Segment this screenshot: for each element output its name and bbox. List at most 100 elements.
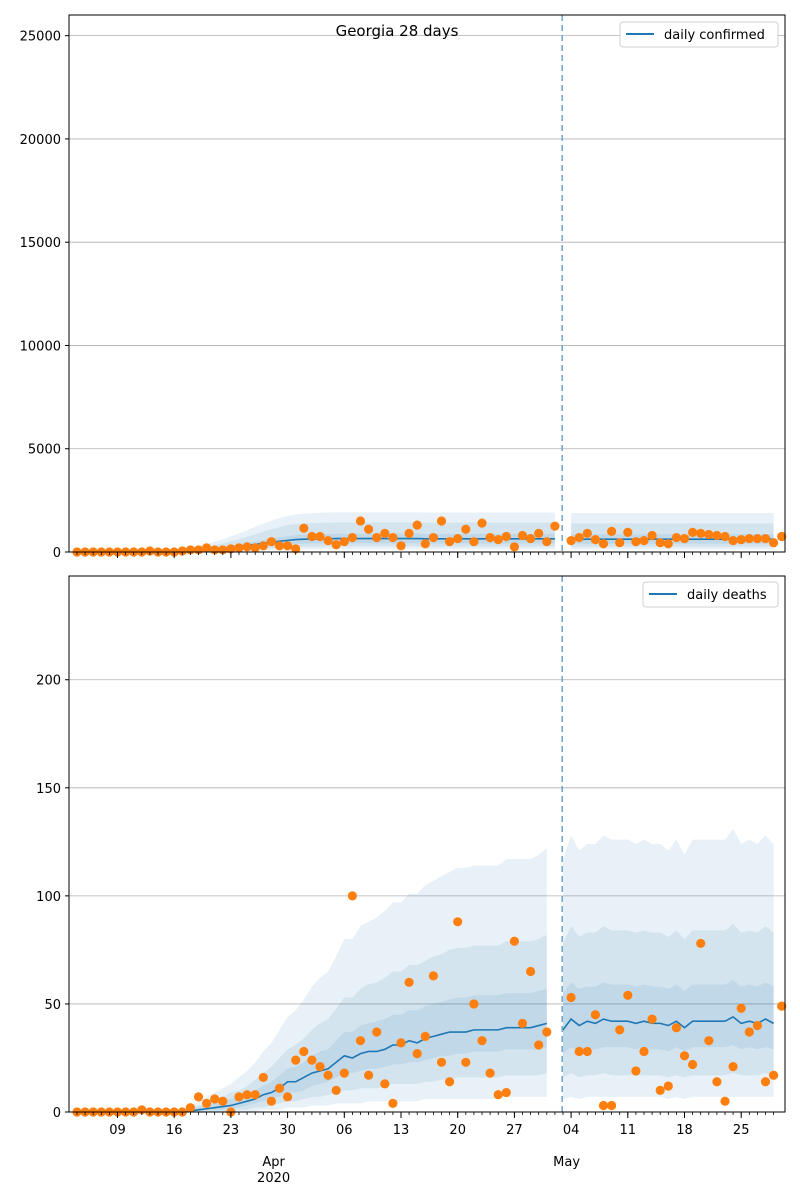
observed-point [234, 543, 244, 553]
observed-point [777, 1001, 787, 1011]
observed-point [307, 531, 317, 542]
observed-point [355, 516, 366, 526]
deaths-panel: 0 50 100 150 200 09 16 23 30 06 13 20 27 04 11 18 25 Ap… [36, 575, 787, 1186]
observed-point [509, 936, 519, 946]
x-tick-label: 16 [166, 1123, 183, 1138]
observed-point [655, 1085, 665, 1095]
observed-point [453, 917, 463, 927]
observed-point [331, 540, 341, 550]
observed-point [355, 1036, 366, 1046]
observed-point [566, 536, 576, 546]
observed-point [647, 530, 657, 541]
observed-point [517, 1018, 528, 1028]
observed-point [712, 1077, 722, 1087]
observed-point [266, 1096, 276, 1106]
observed-point [485, 532, 495, 543]
observed-point [193, 1092, 204, 1102]
observed-point [736, 535, 746, 545]
observed-point [728, 1062, 738, 1072]
observed-point [396, 1038, 406, 1048]
confirmed-axes-frame [68, 14, 786, 553]
y-tick-label: 5000 [28, 443, 61, 458]
deaths-axes-frame [68, 575, 786, 1113]
month-label: May [553, 1155, 580, 1170]
legend-label-confirmed: daily confirmed [664, 28, 765, 43]
observed-point [663, 539, 673, 549]
observed-point [704, 1036, 714, 1046]
observed-point [218, 1096, 228, 1106]
observed-point [526, 966, 536, 977]
x-tick-label: 13 [393, 1123, 410, 1138]
observed-point [752, 533, 763, 544]
observed-point [534, 1040, 544, 1050]
observed-point [526, 533, 536, 544]
observed-point [145, 546, 155, 556]
observed-point [655, 538, 665, 548]
observed-point [299, 523, 309, 533]
observed-point [615, 1025, 625, 1035]
observed-point [769, 1070, 779, 1080]
observed-point [428, 971, 438, 981]
observed-point [242, 542, 252, 552]
observed-point [274, 1083, 285, 1093]
x-tick-label: 04 [563, 1123, 580, 1138]
y-tick-label: 25000 [20, 30, 61, 45]
observed-point [631, 1066, 641, 1076]
observed-point [428, 532, 438, 543]
observed-point [671, 1023, 682, 1033]
observed-point [388, 532, 398, 543]
y-tick-label: 200 [36, 674, 61, 689]
observed-point [445, 537, 455, 547]
observed-point [436, 1057, 447, 1067]
observed-point [485, 1068, 495, 1078]
x-tick-label: 27 [506, 1123, 523, 1138]
observed-point [720, 531, 730, 542]
band50-area [77, 988, 547, 1112]
observed-point [315, 531, 325, 542]
year-label: 2020 [257, 1171, 290, 1186]
observed-point [760, 533, 771, 544]
observed-point [607, 1100, 617, 1111]
observed-point [250, 543, 260, 553]
observed-point [671, 532, 682, 543]
band95-area [77, 512, 555, 552]
x-tick-label: 20 [449, 1123, 466, 1138]
observed-point [720, 1096, 730, 1106]
confirmed-legend: daily confirmed [619, 21, 779, 48]
observed-point [347, 532, 357, 543]
observed-point [744, 533, 754, 544]
observed-point [372, 532, 382, 543]
observed-point [283, 1092, 293, 1102]
observed-point [517, 530, 528, 541]
observed-point [291, 1055, 301, 1065]
month-label: Apr [262, 1155, 285, 1170]
observed-point [542, 537, 552, 547]
observed-point [590, 535, 601, 545]
y-tick-label: 150 [36, 782, 61, 797]
observed-point [177, 546, 187, 556]
observed-point [210, 1094, 220, 1104]
observed-point [615, 538, 625, 548]
observed-point [607, 526, 617, 536]
observed-point [453, 533, 463, 544]
observed-point [744, 1027, 754, 1037]
observed-point [372, 1027, 382, 1037]
observed-point [542, 1027, 552, 1037]
observed-point [283, 541, 293, 551]
y-tick-label: 20000 [20, 133, 61, 148]
observed-point [493, 1090, 503, 1100]
x-tick-label: 25 [733, 1123, 750, 1138]
observed-point [258, 541, 268, 551]
observed-point [777, 531, 787, 542]
observed-point [582, 528, 592, 539]
x-tick-label: 18 [676, 1123, 693, 1138]
observed-point [274, 541, 285, 551]
observed-point [258, 1072, 268, 1083]
observed-point [477, 518, 487, 528]
legend-box [619, 21, 779, 48]
x-tick-label: 06 [336, 1123, 353, 1138]
observed-point [639, 1046, 649, 1057]
observed-point [704, 529, 714, 540]
observed-point [339, 1068, 349, 1078]
